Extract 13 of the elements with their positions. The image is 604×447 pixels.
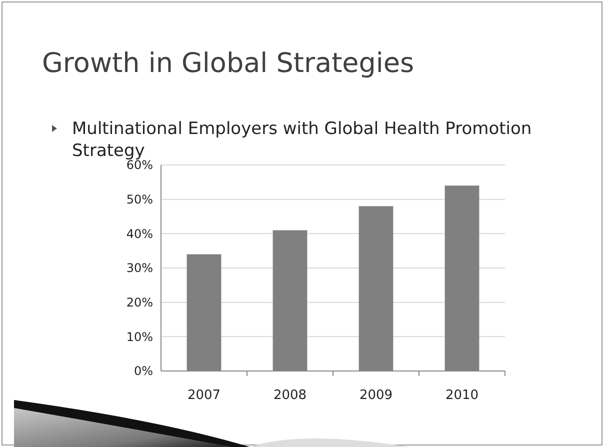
y-tick-label: 60%: [126, 158, 153, 172]
y-tick-label: 10%: [126, 330, 153, 344]
y-tick-label: 40%: [126, 226, 153, 241]
y-tick-label: 0%: [134, 364, 153, 378]
y-tick-label: 20%: [126, 296, 153, 310]
y-tick-label: 50%: [126, 192, 153, 207]
x-tick-label: 2010: [445, 388, 479, 403]
y-tick-label: 30%: [126, 261, 153, 276]
chart-title: Growth in Global Strategies: [42, 48, 414, 79]
chart-subtitle: Multinational Employers with Global Health Promotion Strategy: [72, 119, 532, 161]
x-tick-label: 2007: [187, 388, 221, 403]
x-tick-label: 2008: [273, 388, 307, 403]
x-tick-label: 2009: [359, 388, 393, 403]
